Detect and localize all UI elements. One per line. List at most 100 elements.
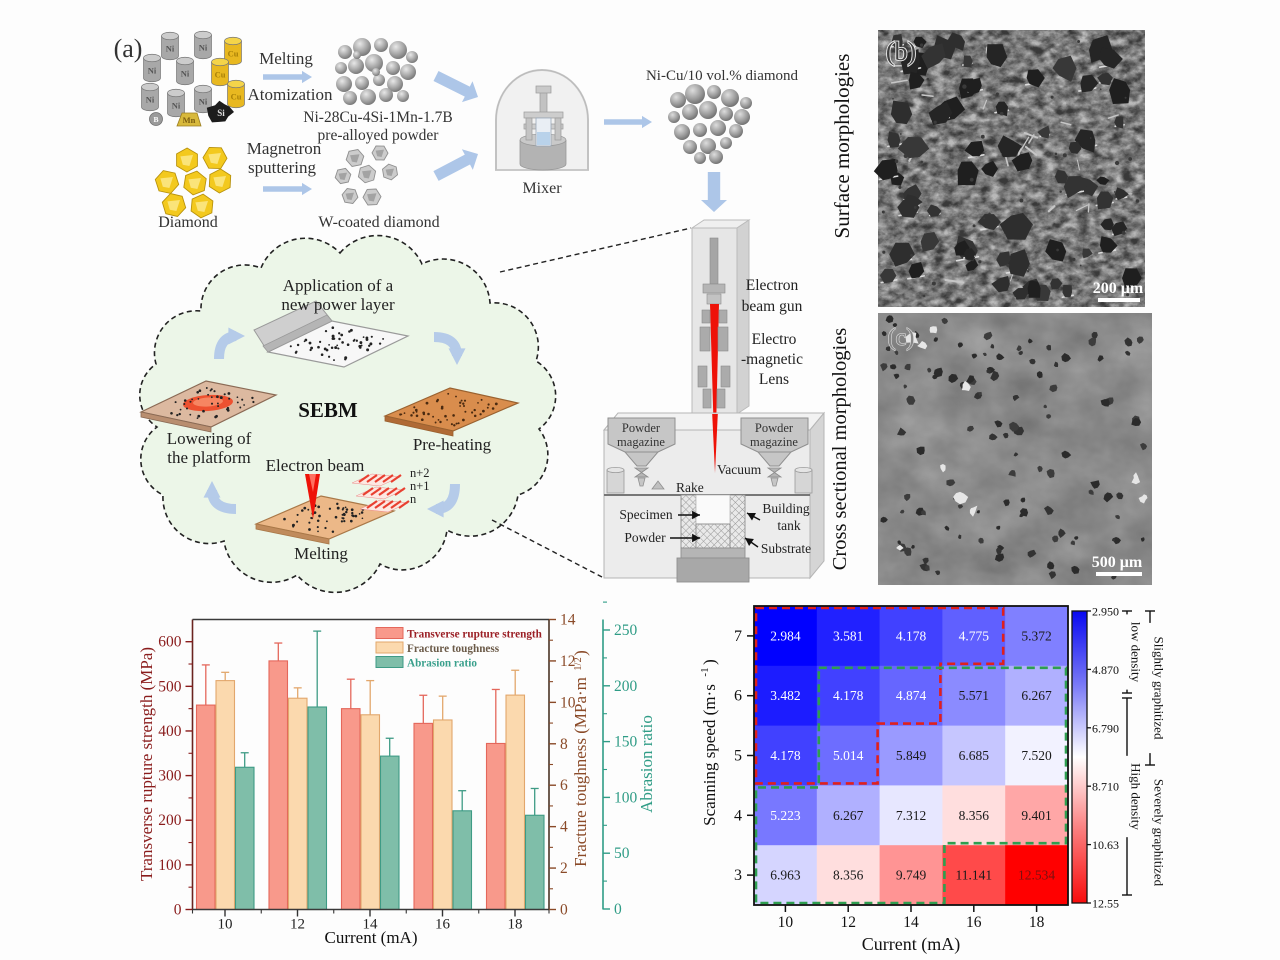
svg-text:6.963: 6.963 — [770, 868, 801, 883]
svg-text:7: 7 — [734, 628, 742, 645]
svg-text:Mixer: Mixer — [522, 180, 562, 197]
svg-text:Building: Building — [762, 501, 810, 516]
svg-text:8: 8 — [560, 736, 568, 753]
svg-text:(c): (c) — [888, 325, 915, 351]
svg-text:14: 14 — [903, 914, 919, 931]
svg-text:0: 0 — [560, 902, 568, 919]
svg-text:Ni: Ni — [181, 69, 190, 79]
svg-text:Vacuum: Vacuum — [717, 462, 762, 477]
svg-text:Ni-Cu/10 vol.% diamond: Ni-Cu/10 vol.% diamond — [646, 68, 799, 84]
svg-text:2.984: 2.984 — [770, 628, 801, 643]
svg-text:8.710: 8.710 — [1092, 780, 1119, 794]
svg-text:10.63: 10.63 — [1092, 838, 1119, 852]
svg-text:Ni: Ni — [166, 44, 175, 54]
svg-text:Current (mA): Current (mA) — [324, 928, 417, 947]
svg-text:Magnetron: Magnetron — [247, 139, 322, 158]
svg-text:Scanning speed (m·s: Scanning speed (m·s — [700, 684, 719, 826]
svg-text:3.482: 3.482 — [770, 688, 800, 703]
svg-text:High density: High density — [1129, 763, 1144, 830]
svg-text:0: 0 — [174, 902, 182, 919]
svg-text:tank: tank — [777, 518, 800, 533]
svg-text:4.775: 4.775 — [959, 628, 990, 643]
svg-text:250: 250 — [614, 622, 638, 639]
svg-text:Powder: Powder — [622, 421, 661, 435]
svg-text:Slightly graphitized: Slightly graphitized — [1152, 637, 1167, 740]
svg-text:Fracture toughness: Fracture toughness — [407, 643, 500, 655]
svg-text:Cu: Cu — [231, 92, 242, 102]
svg-text:5: 5 — [734, 748, 742, 765]
svg-text:5.571: 5.571 — [959, 688, 989, 703]
svg-text:10: 10 — [778, 914, 794, 931]
svg-text:4.874: 4.874 — [896, 688, 927, 703]
svg-text:W-coated diamond: W-coated diamond — [318, 214, 439, 231]
svg-text:2: 2 — [560, 860, 568, 877]
svg-text:Current (mA): Current (mA) — [862, 934, 960, 955]
svg-text:6.267: 6.267 — [833, 808, 864, 823]
svg-text:18: 18 — [508, 917, 523, 933]
svg-text:7.520: 7.520 — [1021, 748, 1052, 763]
svg-text:8.356: 8.356 — [833, 868, 864, 883]
svg-text:Powder: Powder — [755, 421, 794, 435]
svg-text:2.950: 2.950 — [1092, 605, 1119, 619]
svg-text:5.372: 5.372 — [1021, 628, 1051, 643]
svg-text:Lens: Lens — [759, 371, 789, 388]
svg-text:4.178: 4.178 — [770, 748, 801, 763]
svg-text:12.55: 12.55 — [1092, 897, 1119, 911]
svg-text:50: 50 — [614, 845, 630, 862]
svg-text:sputtering: sputtering — [248, 158, 316, 177]
svg-text:100: 100 — [614, 789, 638, 806]
svg-text:6: 6 — [734, 688, 742, 705]
svg-text:500 μm: 500 μm — [1092, 554, 1143, 571]
svg-text:Atomization: Atomization — [248, 85, 333, 104]
svg-text:150: 150 — [614, 734, 638, 751]
svg-text:Severely graphitized: Severely graphitized — [1152, 779, 1167, 887]
svg-text:11.141: 11.141 — [955, 868, 992, 883]
svg-text:7.312: 7.312 — [896, 808, 926, 823]
svg-text:4.178: 4.178 — [896, 628, 927, 643]
svg-text:Transverse rupture strength (M: Transverse rupture strength (MPa) — [137, 647, 156, 881]
svg-text:Transverse rupture strength: Transverse rupture strength — [407, 629, 543, 641]
svg-text:Ni: Ni — [146, 95, 155, 105]
svg-text:3: 3 — [734, 867, 742, 884]
svg-text:): ) — [571, 650, 590, 656]
svg-text:8.356: 8.356 — [959, 808, 990, 823]
svg-text:600: 600 — [158, 634, 182, 651]
svg-text:Rake: Rake — [676, 480, 704, 495]
svg-text:B: B — [153, 115, 158, 124]
svg-text:14: 14 — [363, 917, 379, 933]
svg-text:300: 300 — [158, 768, 182, 785]
svg-text:low density: low density — [1129, 622, 1144, 683]
svg-text:Melting: Melting — [259, 49, 313, 68]
svg-text:Specimen: Specimen — [619, 507, 672, 522]
svg-text:Diamond: Diamond — [158, 214, 218, 231]
svg-text:200: 200 — [158, 812, 182, 829]
svg-text:Substrate: Substrate — [761, 541, 811, 556]
svg-text:Ni: Ni — [172, 101, 181, 111]
svg-text:0: 0 — [614, 901, 622, 918]
svg-text:5.014: 5.014 — [833, 748, 864, 763]
svg-text:5.849: 5.849 — [896, 748, 927, 763]
svg-text:12: 12 — [840, 914, 856, 931]
svg-text:Si: Si — [217, 108, 225, 118]
svg-text:6.685: 6.685 — [959, 748, 990, 763]
svg-text:5.223: 5.223 — [770, 808, 801, 823]
svg-text:100: 100 — [158, 857, 182, 874]
svg-text:pre-alloyed powder: pre-alloyed powder — [318, 127, 440, 144]
svg-text:4: 4 — [560, 819, 568, 836]
svg-text:Cu: Cu — [228, 49, 239, 59]
svg-text:14: 14 — [560, 612, 576, 629]
svg-text:12: 12 — [290, 917, 305, 933]
svg-text:12.534: 12.534 — [1018, 868, 1055, 883]
svg-text:beam gun: beam gun — [742, 298, 803, 315]
svg-text:Electro: Electro — [752, 331, 797, 348]
svg-text:Cross sectional morphologies: Cross sectional morphologies — [829, 328, 851, 571]
svg-text:4.870: 4.870 — [1092, 663, 1119, 677]
svg-text:6: 6 — [560, 777, 568, 794]
svg-text:10: 10 — [218, 917, 233, 933]
svg-text:magazine: magazine — [750, 435, 798, 449]
svg-text:12: 12 — [560, 653, 576, 670]
svg-text:(b): (b) — [886, 37, 916, 66]
svg-text:9.749: 9.749 — [896, 868, 927, 883]
svg-text:4: 4 — [734, 807, 742, 824]
svg-text:Electron beam: Electron beam — [266, 456, 365, 475]
